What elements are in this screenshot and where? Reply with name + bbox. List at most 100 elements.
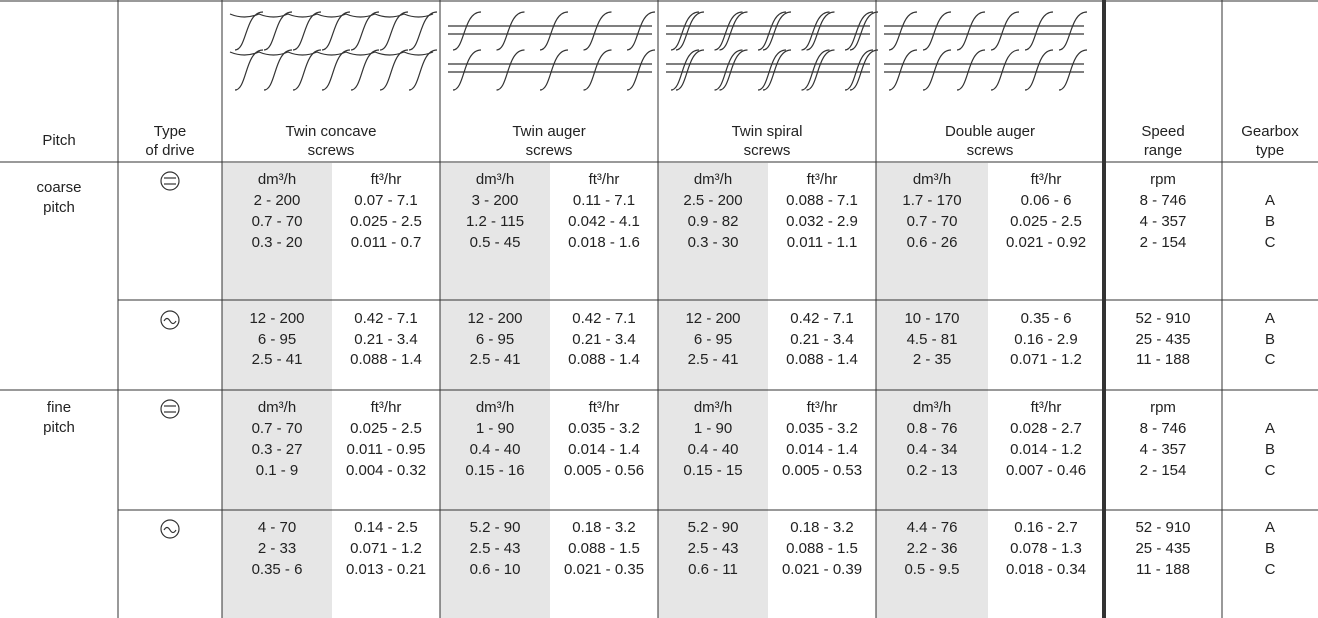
dm-value: 12 - 200	[685, 310, 740, 327]
ft-value: 0.004 - 0.32	[346, 462, 426, 479]
screw-flight	[849, 11, 879, 51]
ft-value: 0.025 - 2.5	[350, 213, 422, 230]
ft-value: 0.042 - 4.1	[568, 213, 640, 230]
dm-value: 2.5 - 41	[252, 351, 303, 368]
ft-value: 0.021 - 0.39	[782, 561, 862, 578]
ft-value: 0.16 - 2.9	[1014, 331, 1077, 348]
screw-flight	[321, 49, 351, 91]
dm-value: 0.3 - 27	[252, 441, 303, 458]
screw-flight	[1024, 11, 1054, 51]
ft-value: 0.35 - 6	[1021, 310, 1072, 327]
header-screw: Double auger	[945, 123, 1035, 140]
speed-value: 52 - 910	[1135, 519, 1190, 536]
screw-flight	[670, 11, 700, 51]
dm-value: 2.2 - 36	[907, 540, 958, 557]
screw-flight	[719, 49, 748, 91]
dm-value: 0.1 - 9	[256, 462, 299, 479]
gearbox-value: A	[1265, 192, 1275, 209]
header-screw: Twin spiral	[732, 123, 803, 140]
ft-value: 0.21 - 3.4	[572, 331, 635, 348]
dm-value: 0.4 - 40	[688, 441, 739, 458]
ft-value: 0.11 - 7.1	[573, 192, 635, 209]
ft-value: 0.035 - 3.2	[786, 420, 858, 437]
dm-value: dm³/h	[476, 399, 514, 416]
ft-value: 0.007 - 0.46	[1006, 462, 1086, 479]
dm-value: dm³/h	[258, 171, 296, 188]
dm-value: 4 - 70	[258, 519, 296, 536]
dm-value: 0.15 - 15	[683, 462, 742, 479]
pitch-label: pitch	[43, 419, 75, 436]
dm-value: 2.5 - 41	[688, 351, 739, 368]
screw-flight	[539, 11, 569, 51]
pitch-label: pitch	[43, 199, 75, 216]
ft-value: 0.021 - 0.35	[564, 561, 644, 578]
speed-value: 4 - 357	[1140, 441, 1187, 458]
dm-value: 2 - 35	[913, 351, 951, 368]
ft-value: 0.011 - 0.7	[351, 234, 422, 251]
screw-flight	[234, 11, 264, 51]
screw-flight	[1058, 49, 1088, 91]
screw-flight	[844, 11, 874, 51]
dm-value: dm³/h	[476, 171, 514, 188]
screw-flight	[408, 49, 438, 91]
screw-flight	[263, 11, 293, 51]
ft-value: 0.21 - 3.4	[354, 331, 417, 348]
screw-flight	[292, 49, 322, 91]
screw-flight	[806, 11, 835, 51]
ft-value: 0.088 - 7.1	[786, 192, 858, 209]
screw-flight	[408, 11, 438, 51]
dm-value: 0.7 - 70	[252, 420, 303, 437]
screw-flight	[714, 11, 743, 51]
screw-flight	[583, 49, 612, 91]
dm-value: 2 - 33	[258, 540, 296, 557]
ft-value: ft³/hr	[807, 171, 838, 188]
dm-value: 1 - 90	[476, 420, 514, 437]
gearbox-value: B	[1265, 441, 1275, 458]
dm-value: 0.9 - 82	[688, 213, 739, 230]
speed-value: 52 - 910	[1135, 310, 1190, 327]
ft-value: 0.011 - 1.1	[787, 234, 858, 251]
screw-flight	[1024, 49, 1054, 91]
ft-value: 0.088 - 1.4	[350, 351, 422, 368]
ft-value: ft³/hr	[371, 399, 402, 416]
screw-flight	[762, 11, 792, 51]
screw-flight	[379, 49, 409, 91]
ft-value: 0.088 - 1.5	[568, 540, 640, 557]
ft-value: ft³/hr	[371, 171, 402, 188]
header-screw: screws	[967, 142, 1014, 159]
ft-value: 0.014 - 1.4	[568, 441, 640, 458]
screw-flight	[922, 49, 952, 91]
dm-value: 2.5 - 200	[683, 192, 742, 209]
dm-value: 2.5 - 43	[688, 540, 739, 557]
screw-flight	[719, 11, 748, 51]
screw-flight	[990, 49, 1020, 91]
ft-value: 0.005 - 0.56	[564, 462, 644, 479]
header-screw: Twin auger	[512, 123, 585, 140]
screw-flight	[626, 11, 656, 51]
screw-flight	[350, 49, 380, 91]
gearbox-value: C	[1265, 561, 1276, 578]
screw-flight	[626, 49, 656, 91]
screw-flight	[888, 49, 918, 91]
dm-value: 0.7 - 70	[907, 213, 958, 230]
screw-flight	[379, 11, 409, 51]
dm-value: 6 - 95	[258, 331, 296, 348]
dm-value: 0.4 - 40	[470, 441, 521, 458]
dm-value: dm³/h	[913, 399, 951, 416]
dm-value: 2 - 200	[254, 192, 301, 209]
dm-value: 1.2 - 115	[466, 213, 524, 230]
constant-drive-icon	[160, 399, 180, 419]
ft-value: ft³/hr	[1031, 399, 1062, 416]
screw-flight	[922, 11, 952, 51]
ft-value: 0.088 - 1.4	[786, 351, 858, 368]
screw-flight	[956, 49, 986, 91]
dm-value: 10 - 170	[904, 310, 959, 327]
speed-value: 8 - 746	[1140, 420, 1187, 437]
pitch-label: fine	[47, 399, 71, 416]
dm-value: 0.7 - 70	[252, 213, 303, 230]
constant-drive-icon	[160, 171, 180, 191]
speed-value: 11 - 188	[1136, 351, 1190, 368]
ft-value: 0.071 - 1.2	[1010, 351, 1082, 368]
ft-value: 0.088 - 1.5	[786, 540, 858, 557]
